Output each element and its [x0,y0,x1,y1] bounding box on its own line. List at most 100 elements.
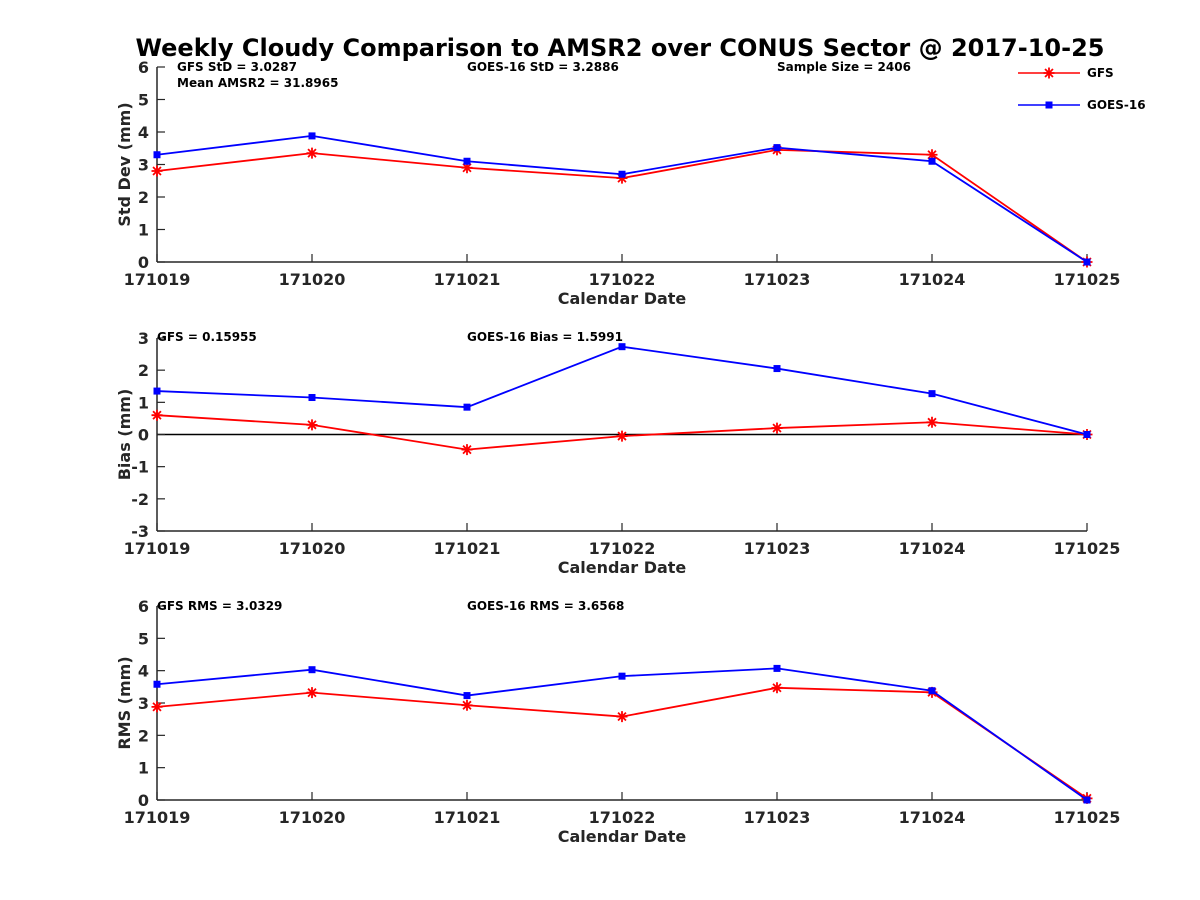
bias-panel: -3 -2 -1 0 1 2 3 171019 171020 171021 171022 171023… [115,329,1120,577]
x-axis-label: Calendar Date [558,289,687,308]
stat-annotation: Sample Size = 2406 [777,60,911,74]
series-line-goes-16 [156,667,1088,801]
x-tick-label: 171025 [1054,539,1121,558]
stat-annotation: GFS RMS = 3.0329 [157,599,282,613]
data-point-goes-16 [1083,258,1091,266]
data-point-goes-16 [618,170,626,178]
legend-entry-goes16: GOES-16 [1018,98,1146,112]
data-point-goes-16 [153,151,161,159]
data-point-gfs [616,711,628,723]
data-point-goes-16 [928,687,936,695]
data-point-gfs [151,165,163,177]
x-tick-label: 171019 [124,270,191,289]
data-point-gfs [151,409,163,421]
stat-annotation: GFS StD = 3.0287 [177,60,297,74]
data-point-goes-16 [1083,431,1091,438]
y-tick-label: 4 [138,662,149,681]
y-tick-label: 1 [138,393,149,412]
std-dev-panel: 0 1 2 3 4 5 6 171019 171020 171021 171022 171023 171… [115,58,1120,308]
data-point-goes-16 [1083,796,1091,804]
stat-annotation: GOES-16 StD = 3.2886 [467,60,619,74]
x-tick-label: 171021 [434,539,501,558]
data-point-goes-16 [463,692,471,700]
data-point-gfs [306,419,318,431]
y-tick-label: 5 [138,91,149,110]
data-point-goes-16 [463,403,471,411]
legend-label-goes16: GOES-16 [1087,98,1146,112]
y-tick-label: 3 [138,329,149,348]
chart-title: Weekly Cloudy Comparison to AMSR2 over C… [136,34,1105,62]
legend: GFS GOES-16 [1018,66,1146,112]
legend-entry-gfs: GFS [1018,66,1114,80]
data-point-gfs [306,147,318,159]
data-point-goes-16 [308,394,316,402]
y-axis-label: Std Dev (mm) [115,102,134,226]
data-point-gfs [926,149,938,161]
series-gfs [151,682,1093,804]
y-axis-label: Bias (mm) [115,389,134,481]
y-tick-label: 5 [138,629,149,648]
data-point-gfs [461,162,473,174]
legend-marker-symbol [1043,67,1055,79]
x-tick-label: 171020 [279,539,346,558]
data-point-gfs [616,172,628,184]
data-point-gfs [306,687,318,699]
x-tick-label: 171023 [744,539,811,558]
data-point-goes-16 [773,664,781,672]
y-tick-label: 2 [138,726,149,745]
y-tick-label: -2 [131,490,149,509]
x-tick-label: 171019 [124,539,191,558]
y-tick-label: 2 [138,361,149,380]
series-gfs [151,409,1093,456]
x-tick-label: 171022 [589,808,656,827]
y-tick-label: 3 [138,156,149,175]
x-tick-label: 171024 [899,270,966,289]
y-tick-label: 6 [138,597,149,616]
legend-marker-goes16 [1045,101,1053,109]
legend-label-gfs: GFS [1087,66,1114,80]
x-axis-label: Calendar Date [558,558,687,577]
x-tick-label: 171020 [279,808,346,827]
y-tick-label: 0 [138,253,149,272]
series-line-gfs [156,686,1088,800]
legend-marker-gfs [1043,67,1055,79]
x-tick-label: 171023 [744,808,811,827]
data-point-gfs [771,682,783,694]
y-tick-label: -3 [131,522,149,541]
y-tick-label: 1 [138,759,149,778]
x-axis-label: Calendar Date [558,827,687,846]
rms-panel: 0 1 2 3 4 5 6 171019 171020 171021 171022 171023 171… [115,597,1120,846]
data-point-gfs [771,422,783,434]
data-point-gfs [926,416,938,428]
data-point-gfs [461,699,473,711]
data-point-gfs [151,701,163,713]
stat-annotation: GOES-16 Bias = 1.5991 [467,330,623,344]
x-tick-label: 171022 [589,270,656,289]
x-tick-label: 171020 [279,270,346,289]
series-line-gfs [156,148,1088,263]
x-tick-label: 171021 [434,808,501,827]
y-tick-label: 3 [138,694,149,713]
data-point-goes-16 [308,132,316,140]
data-point-goes-16 [773,144,781,152]
y-tick-label: 6 [138,58,149,77]
data-point-goes-16 [773,365,781,373]
y-tick-label: 0 [138,791,149,810]
data-point-gfs [616,430,628,442]
data-point-goes-16 [153,387,161,395]
data-point-goes-16 [308,666,316,674]
y-axis-label: RMS (mm) [115,656,134,749]
series-gfs [151,144,1093,268]
data-point-goes-16 [618,672,626,680]
data-point-goes-16 [153,680,161,688]
stat-annotation: GOES-16 RMS = 3.6568 [467,599,624,613]
series-line-goes-16 [156,345,1088,436]
y-tick-label: 0 [138,426,149,445]
x-tick-label: 171025 [1054,270,1121,289]
series-goes-16 [153,132,1091,266]
x-tick-label: 171021 [434,270,501,289]
legend-marker-symbol [1045,101,1053,109]
stat-annotation: Mean AMSR2 = 31.8965 [177,76,338,90]
data-point-goes-16 [618,343,626,351]
